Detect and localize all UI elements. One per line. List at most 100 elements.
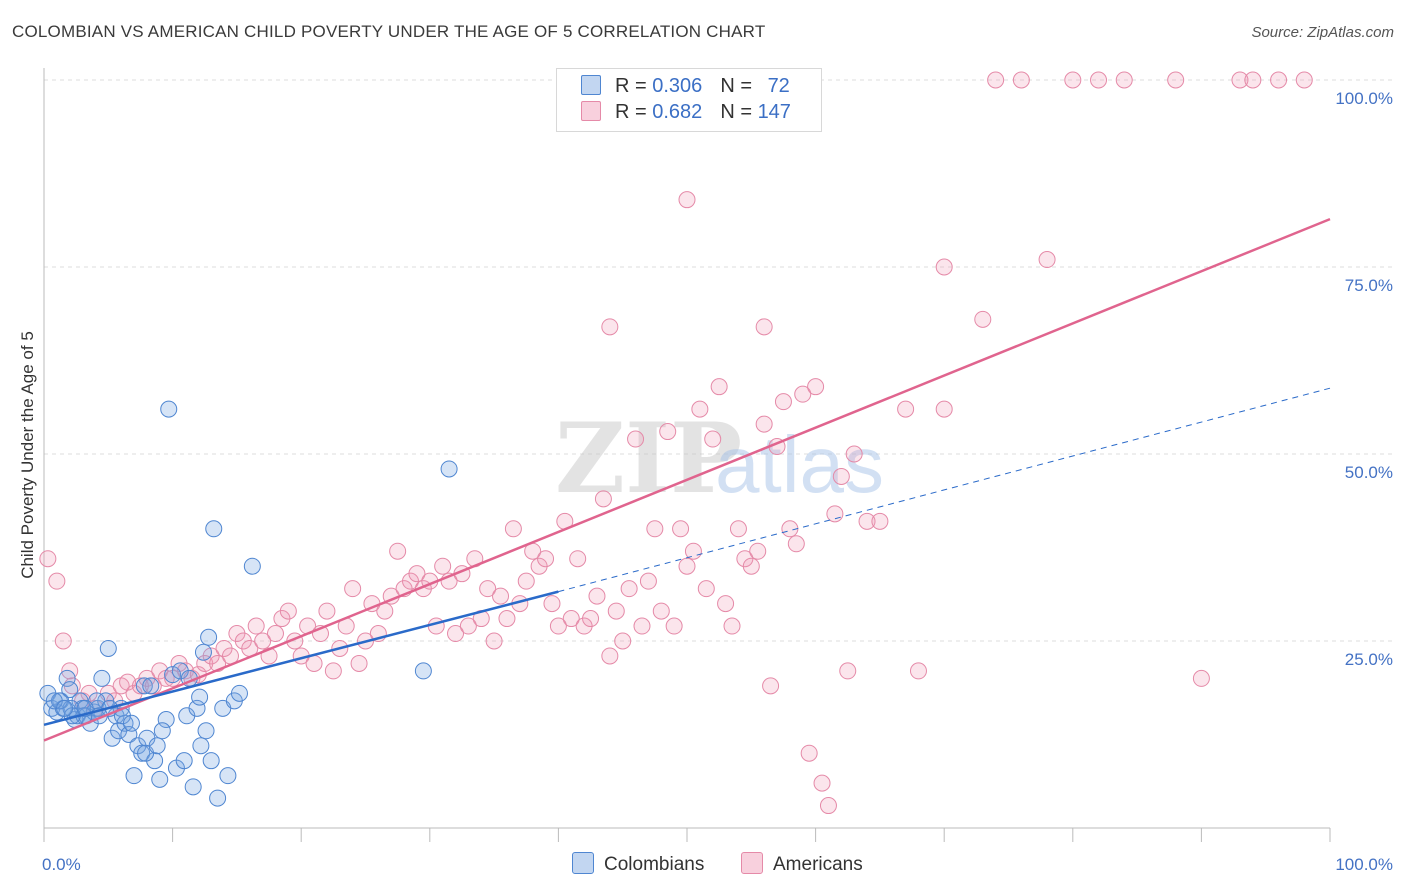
colombian-point [56, 699, 74, 717]
american-point [762, 677, 780, 695]
legend-swatch-americans [581, 101, 601, 121]
american-point [672, 520, 690, 538]
american-point [607, 602, 625, 620]
colombian-point [153, 722, 171, 740]
colombian-point [219, 767, 237, 785]
american-point [729, 520, 747, 538]
american-point [627, 430, 645, 448]
american-point [935, 258, 953, 276]
american-point [247, 617, 265, 635]
colombian-point [184, 778, 202, 796]
american-point [318, 602, 336, 620]
american-point [832, 467, 850, 485]
colombian-point [202, 752, 220, 770]
legend-r-value: 0.306 [652, 75, 703, 97]
legend-row-colombians: R = 0.306 N = 72 [581, 75, 790, 101]
legend-n-label: N = [720, 101, 752, 123]
american-point [813, 774, 831, 792]
chart-title: COLOMBIAN VS AMERICAN CHILD POVERTY UNDE… [12, 22, 766, 41]
colombian-point [164, 666, 182, 684]
american-point [39, 550, 57, 568]
american-point [254, 632, 272, 650]
americans-label: Americans [773, 854, 863, 875]
american-point [897, 400, 915, 418]
american-point [665, 617, 683, 635]
american-point [601, 318, 619, 336]
colombian-point [197, 722, 215, 740]
american-point [1231, 71, 1249, 89]
bottom-legend-americans[interactable]: Americans [741, 852, 863, 876]
colombian-point [122, 714, 140, 732]
american-point [498, 610, 516, 628]
stats-legend: R = 0.306 N = 72 R = 0.682 N = 147 [556, 68, 822, 132]
american-point [1270, 71, 1288, 89]
y-axis-label: Child Poverty Under the Age of 5 [18, 331, 37, 579]
american-point [350, 654, 368, 672]
american-point [704, 430, 722, 448]
american-point [1090, 71, 1108, 89]
american-point [755, 415, 773, 433]
bottom-legend-colombians[interactable]: Colombians [572, 852, 704, 876]
colombian-point [93, 669, 111, 687]
american-point [479, 580, 497, 598]
american-point [800, 744, 818, 762]
colombian-point [200, 628, 218, 646]
watermark: ZIP atlas [555, 402, 884, 515]
american-point [742, 557, 760, 575]
american-point [794, 385, 812, 403]
american-point [266, 625, 284, 643]
american-point [459, 617, 477, 635]
american-point [909, 662, 927, 680]
colombian-point [160, 400, 178, 418]
american-point [787, 535, 805, 553]
colombian-point [205, 520, 223, 538]
colombian-point [414, 662, 432, 680]
american-point [755, 318, 773, 336]
american-point [305, 654, 323, 672]
american-point [717, 595, 735, 613]
colombians-label: Colombians [604, 854, 705, 875]
american-point [562, 610, 580, 628]
colombian-point [142, 677, 160, 695]
legend-r-value: 0.682 [652, 101, 703, 123]
colombian-point [125, 767, 143, 785]
american-point [48, 572, 66, 590]
american-point [935, 400, 953, 418]
axes [43, 68, 1331, 842]
legend-n-label: N = [720, 75, 752, 97]
american-point [710, 378, 728, 396]
tick-labels: 25.0% 50.0% 75.0% 100.0% 0.0% 100.0% [42, 89, 1393, 874]
american-point [819, 797, 837, 815]
american-point [1192, 669, 1210, 687]
colombian-point [175, 752, 193, 770]
american-point [723, 617, 741, 635]
colombian-point [243, 557, 261, 575]
legend-r-label: R = [615, 75, 647, 97]
american-point [839, 662, 857, 680]
american-point [588, 587, 606, 605]
american-point [826, 505, 844, 523]
american-point [447, 625, 465, 643]
grid-lines [44, 79, 1392, 642]
american-point [434, 557, 452, 575]
american-point [697, 580, 715, 598]
american-point [858, 512, 876, 530]
american-point [652, 602, 670, 620]
american-point [1064, 71, 1082, 89]
american-point [389, 542, 407, 560]
americans-trend-line [43, 217, 1331, 742]
legend-swatch-colombians [581, 75, 601, 95]
american-point [344, 580, 362, 598]
american-point [1295, 71, 1313, 89]
colombian-point [151, 770, 169, 788]
american-point [54, 632, 72, 650]
american-point [1244, 71, 1262, 89]
american-point [974, 310, 992, 328]
colombian-point [209, 789, 227, 807]
american-point [543, 595, 561, 613]
american-point [427, 617, 445, 635]
american-point [485, 632, 503, 650]
colombian-point [135, 677, 153, 695]
colombian-point [192, 737, 210, 755]
american-point [594, 490, 612, 508]
